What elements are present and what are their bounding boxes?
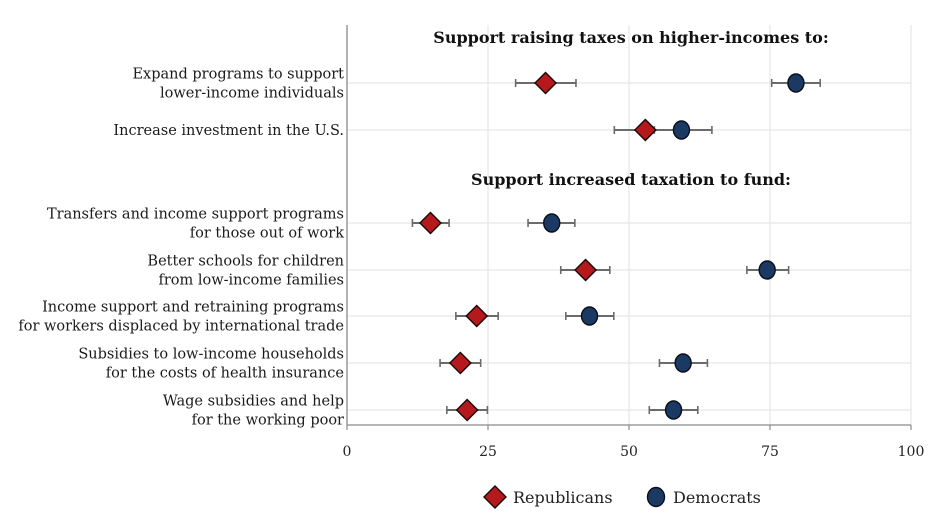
marker-republicans: [418, 211, 442, 235]
axes: 0 25 50 75 100: [343, 25, 925, 460]
row-label-line: Better schools for children: [147, 254, 344, 270]
row-label-line: for the costs of health insurance: [106, 366, 344, 382]
row-label: Subsidies to low-income households for th…: [78, 347, 344, 382]
row-label-line: Increase investment in the U.S.: [113, 123, 344, 139]
x-tick-label: 50: [620, 444, 638, 460]
section-header: Support increased taxation to fund:: [471, 170, 791, 189]
row-label: Transfers and income support programs for…: [47, 207, 344, 242]
marker-republicans: [465, 304, 489, 328]
marker-democrats: [674, 353, 692, 373]
marker-democrats: [543, 213, 561, 233]
legend: Republicans Democrats: [483, 485, 761, 509]
x-tick-label: 0: [343, 444, 352, 460]
row-label-line: for the working poor: [192, 413, 344, 429]
row-label-line: lower-income individuals: [160, 86, 344, 102]
row-label: Better schools for children from low-inco…: [147, 254, 344, 289]
x-tick-label: 25: [479, 444, 497, 460]
x-tick-label: 75: [761, 444, 779, 460]
row-label-line: for workers displaced by international t…: [18, 319, 344, 335]
row-label: Increase investment in the U.S.: [113, 123, 344, 139]
legend-circle-icon: [646, 486, 666, 508]
legend-diamond-icon: [483, 485, 507, 509]
row-label-line: from low-income families: [158, 273, 344, 289]
row-label-line: Expand programs to support: [132, 67, 344, 83]
legend-label-republicans: Republicans: [513, 488, 613, 507]
marker-republicans: [574, 258, 598, 282]
marker-republicans: [448, 351, 472, 375]
row-label: Wage subsidies and help for the working p…: [163, 394, 344, 429]
x-tick-label: 100: [898, 444, 925, 460]
section-headers: Support raising taxes on higher-incomes …: [433, 28, 828, 189]
row-labels: Expand programs to support lower-income i…: [18, 67, 344, 429]
marker-democrats: [758, 260, 776, 280]
data-marks: [411, 71, 821, 422]
marker-democrats: [664, 400, 683, 420]
marker-republicans: [534, 71, 558, 95]
marker-republicans: [633, 118, 657, 142]
row-label: Income support and retraining programs fo…: [18, 300, 344, 335]
row-label-line: Transfers and income support programs: [47, 207, 344, 223]
row-label: Expand programs to support lower-income i…: [132, 67, 344, 102]
marker-democrats: [787, 73, 805, 93]
marker-democrats: [580, 306, 599, 326]
legend-label-democrats: Democrats: [673, 488, 761, 507]
marker-republicans: [455, 398, 479, 422]
row-label-line: Wage subsidies and help: [163, 394, 344, 410]
marker-democrats: [672, 120, 691, 140]
section-header: Support raising taxes on higher-incomes …: [433, 28, 828, 47]
row-label-line: Income support and retraining programs: [42, 300, 344, 316]
row-label-line: Subsidies to low-income households: [78, 347, 344, 363]
row-label-line: for those out of work: [190, 226, 344, 242]
